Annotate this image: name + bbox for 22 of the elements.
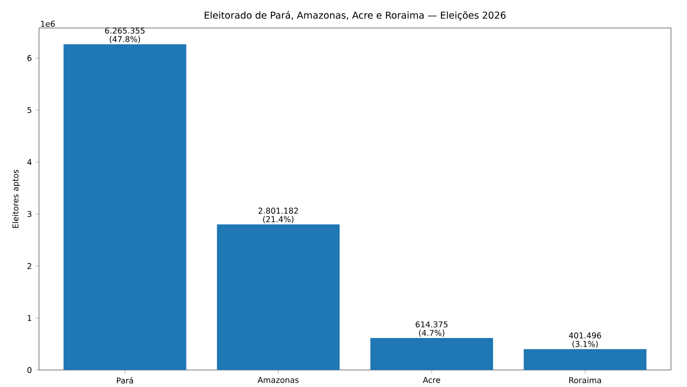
annotation: 2.801.182 (21.4%) xyxy=(258,208,298,224)
x-tick-label: Roraima xyxy=(569,377,601,384)
text: 1e6 xyxy=(41,20,55,27)
annotation: 401.496 (3.1%) xyxy=(568,332,602,348)
bar xyxy=(370,338,494,370)
y-tick-label: 3 xyxy=(28,210,32,218)
y-tick-label: 6 xyxy=(27,55,32,62)
y-tick-label: 4 xyxy=(27,159,32,165)
x-tick-label: Acre xyxy=(422,377,440,383)
y-tick-label: 0 xyxy=(27,366,32,374)
y-tick-label: 1 xyxy=(28,315,32,321)
annotation: 614.375 (4.7%) xyxy=(416,321,448,337)
annotation: 6.265.355 (47.8%) xyxy=(105,28,145,44)
bar xyxy=(216,224,340,370)
y-tick-label: 2 xyxy=(27,263,32,269)
bar xyxy=(64,44,186,370)
y-axis-title: Eleitores aptos xyxy=(12,170,20,228)
bar xyxy=(524,349,646,370)
y-tick-label: 5 xyxy=(28,107,32,114)
x-tick-label: Pará xyxy=(116,377,133,384)
x-tick-label: Amazonas xyxy=(258,377,299,383)
chart-title: Eleitorado de Pará, Amazonas, Acre e Roraima — Eleições 2026 xyxy=(204,11,506,20)
